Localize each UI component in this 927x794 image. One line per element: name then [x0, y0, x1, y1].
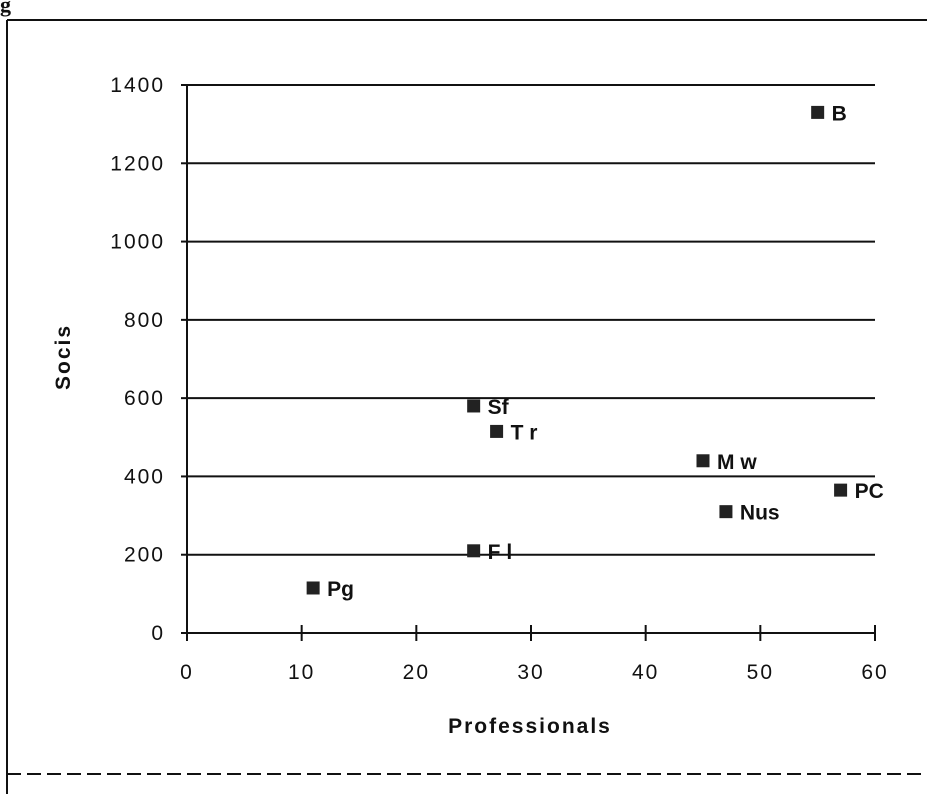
y-tick-labels: 0 200 400 600 800 1000 1200 1400	[110, 74, 165, 645]
x-tick-label-10: 10	[288, 661, 315, 684]
data-point-6	[467, 544, 481, 558]
y-tick-label-1000: 1000	[110, 231, 165, 254]
x-tick-label-50: 50	[747, 661, 774, 684]
data-point-0	[811, 105, 825, 119]
y-tick-label-1200: 1200	[110, 152, 165, 175]
y-tick-label-800: 800	[124, 309, 165, 332]
data-point-label-5: Nus	[740, 502, 780, 525]
data-point-label-4: PC	[855, 480, 884, 503]
x-tick-label-0: 0	[180, 661, 194, 684]
data-point-label-7: Pg	[327, 578, 354, 601]
data-point-label-0: B	[832, 102, 847, 125]
x-tick-label-40: 40	[632, 661, 659, 684]
x-tick-label-60: 60	[861, 661, 888, 684]
y-tick-label-200: 200	[124, 544, 165, 567]
y-tick-label-600: 600	[124, 387, 165, 410]
data-point-label-1: Sf	[488, 396, 510, 419]
data-point-1	[467, 399, 481, 413]
axes	[181, 84, 876, 641]
data-point-2	[490, 424, 504, 438]
data-point-5	[719, 505, 733, 519]
x-tick-labels: 0 10 20 30 40 50 60	[180, 661, 888, 684]
y-tick-label-0: 0	[151, 622, 165, 645]
data-point-label-2: T r	[511, 421, 538, 444]
data-point-7	[306, 581, 320, 595]
y-tick-label-400: 400	[124, 465, 165, 488]
data-point-4	[834, 483, 848, 497]
data-point-label-3: M w	[717, 451, 757, 474]
x-tick-label-30: 30	[517, 661, 544, 684]
y-tick-label-1400: 1400	[110, 74, 165, 97]
data-point-3	[696, 454, 710, 468]
data-points: B SfT r M w PC Nus F l Pg	[306, 102, 884, 601]
x-axis-title: Professionals	[448, 715, 612, 738]
data-point-label-6: F l	[488, 541, 512, 564]
corner-glyph: g	[0, 0, 11, 17]
x-tick-label-20: 20	[403, 661, 430, 684]
y-axis-title: Socis	[52, 324, 75, 390]
gridlines	[187, 84, 875, 556]
